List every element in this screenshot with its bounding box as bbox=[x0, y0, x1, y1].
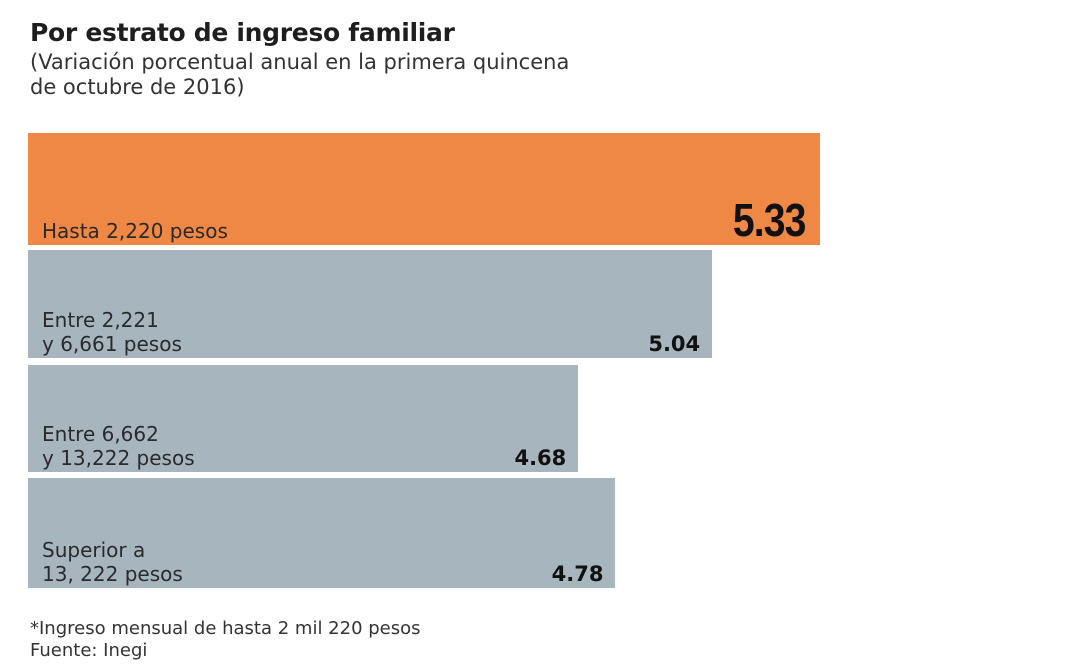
bar-category-label: Superior a 13, 222 pesos bbox=[42, 538, 183, 586]
source-note: Fuente: Inegi bbox=[30, 640, 148, 661]
bar-category-label: Entre 6,662 y 13,222 pesos bbox=[42, 422, 195, 470]
chart-title: Por estrato de ingreso familiar bbox=[30, 18, 455, 47]
bar-value-label: 5.04 bbox=[648, 332, 701, 356]
bar-value-label: 5.33 bbox=[733, 194, 807, 246]
chart-subtitle: (Variación porcentual anual en la primer… bbox=[30, 50, 570, 99]
footnote: *Ingreso mensual de hasta 2 mil 220 peso… bbox=[30, 618, 421, 639]
bar: Superior a 13, 222 pesos 4.78 bbox=[28, 478, 616, 588]
bar-category-label: Hasta 2,220 pesos bbox=[42, 219, 228, 243]
bar-value-label: 4.68 bbox=[514, 446, 567, 470]
bar: Entre 6,662 y 13,222 pesos 4.68 bbox=[28, 365, 579, 472]
bar: Entre 2,221 y 6,661 pesos 5.04 bbox=[28, 250, 713, 358]
bar-category-label: Entre 2,221 y 6,661 pesos bbox=[42, 308, 182, 356]
bar-value-label: 4.78 bbox=[551, 562, 604, 586]
bar: Hasta 2,220 pesos 5.33 bbox=[28, 133, 820, 246]
